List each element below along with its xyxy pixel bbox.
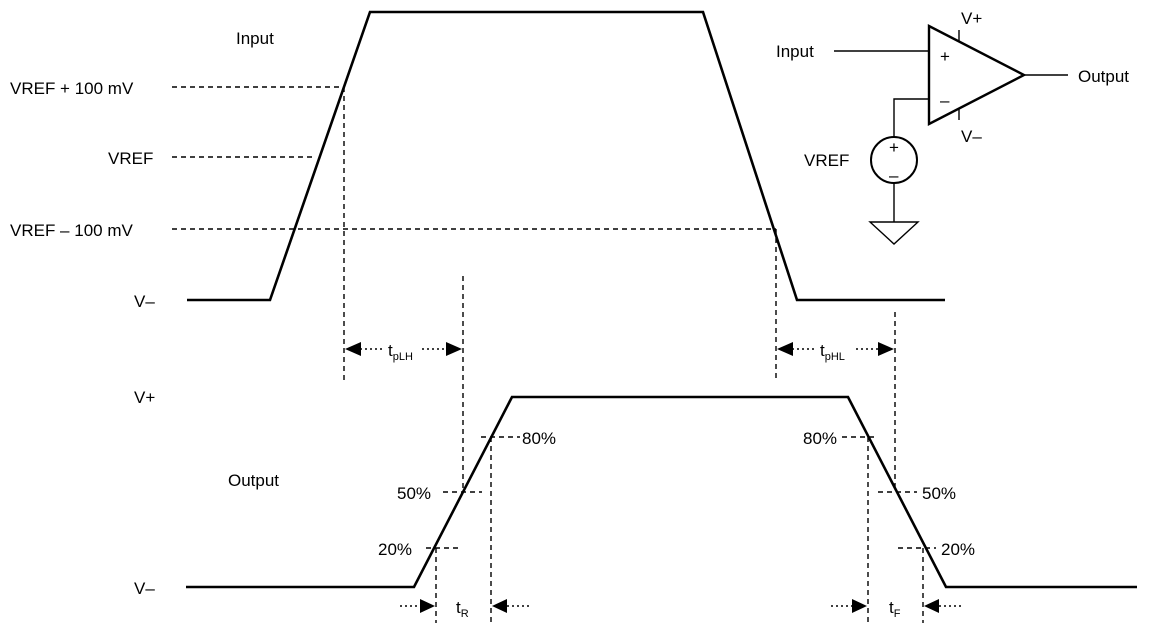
tphl-label: tpHL (820, 341, 845, 363)
inverting-sign: – (940, 91, 950, 110)
timing-markers (343, 87, 896, 492)
ground-icon (868, 221, 920, 245)
rise-20-label: 20% (378, 540, 412, 559)
tr-left-arrow (420, 599, 435, 613)
tplh-measurement: tpLH (345, 341, 462, 363)
input-level-v-minus-label: V– (134, 292, 155, 311)
source-plus-sign: + (889, 138, 899, 157)
input-level-vref-label: VREF (108, 149, 153, 168)
tf-left-arrow (852, 599, 867, 613)
tf-measurement: tF (831, 598, 962, 620)
tr-label: tR (456, 598, 469, 620)
tr-measurement: tR (400, 598, 530, 620)
input-waveform-title: Input (236, 29, 274, 48)
tf-label: tF (889, 598, 901, 620)
fall-80-label: 80% (803, 429, 837, 448)
circuit-input-label: Input (776, 42, 814, 61)
tplh-label: tpLH (388, 341, 413, 363)
tphl-right-arrow (878, 342, 894, 356)
comparator-symbol (927, 24, 1027, 126)
supply-neg-label: V– (961, 127, 982, 146)
input-level-vref-minus-label: VREF – 100 mV (10, 221, 133, 240)
fall-50-label: 50% (922, 484, 956, 503)
output-waveform-title: Output (228, 471, 279, 490)
supply-pos-label: V+ (961, 9, 982, 28)
output-level-v-plus-label: V+ (134, 388, 155, 407)
output-level-v-minus-label: V– (134, 579, 155, 598)
tplh-right-arrow (446, 342, 462, 356)
inverting-input-wire (893, 98, 929, 137)
circuit-output-label: Output (1078, 67, 1129, 86)
tf-right-arrow (924, 599, 939, 613)
vref-source-label: VREF (804, 151, 849, 170)
noninverting-sign: + (940, 47, 950, 66)
input-waveform-group: Input VREF + 100 mV VREF VREF – 100 mV V… (10, 10, 945, 311)
tplh-left-arrow (345, 342, 361, 356)
tr-right-arrow (492, 599, 507, 613)
rise-80-label: 80% (522, 429, 556, 448)
input-level-vref-plus-label: VREF + 100 mV (10, 79, 134, 98)
output-waveform-group: V+ Output V– 80% 50% 20% 80% 50% 20% (134, 388, 1137, 623)
source-minus-sign: – (889, 166, 899, 185)
fall-20-label: 20% (941, 540, 975, 559)
tphl-left-arrow (777, 342, 793, 356)
rise-50-label: 50% (397, 484, 431, 503)
input-waveform-trace (187, 10, 945, 302)
comparator-circuit: Input + – Output V+ V– + – VREF (776, 9, 1129, 245)
tphl-measurement: tpHL (777, 341, 894, 363)
output-waveform-trace (186, 395, 1137, 589)
